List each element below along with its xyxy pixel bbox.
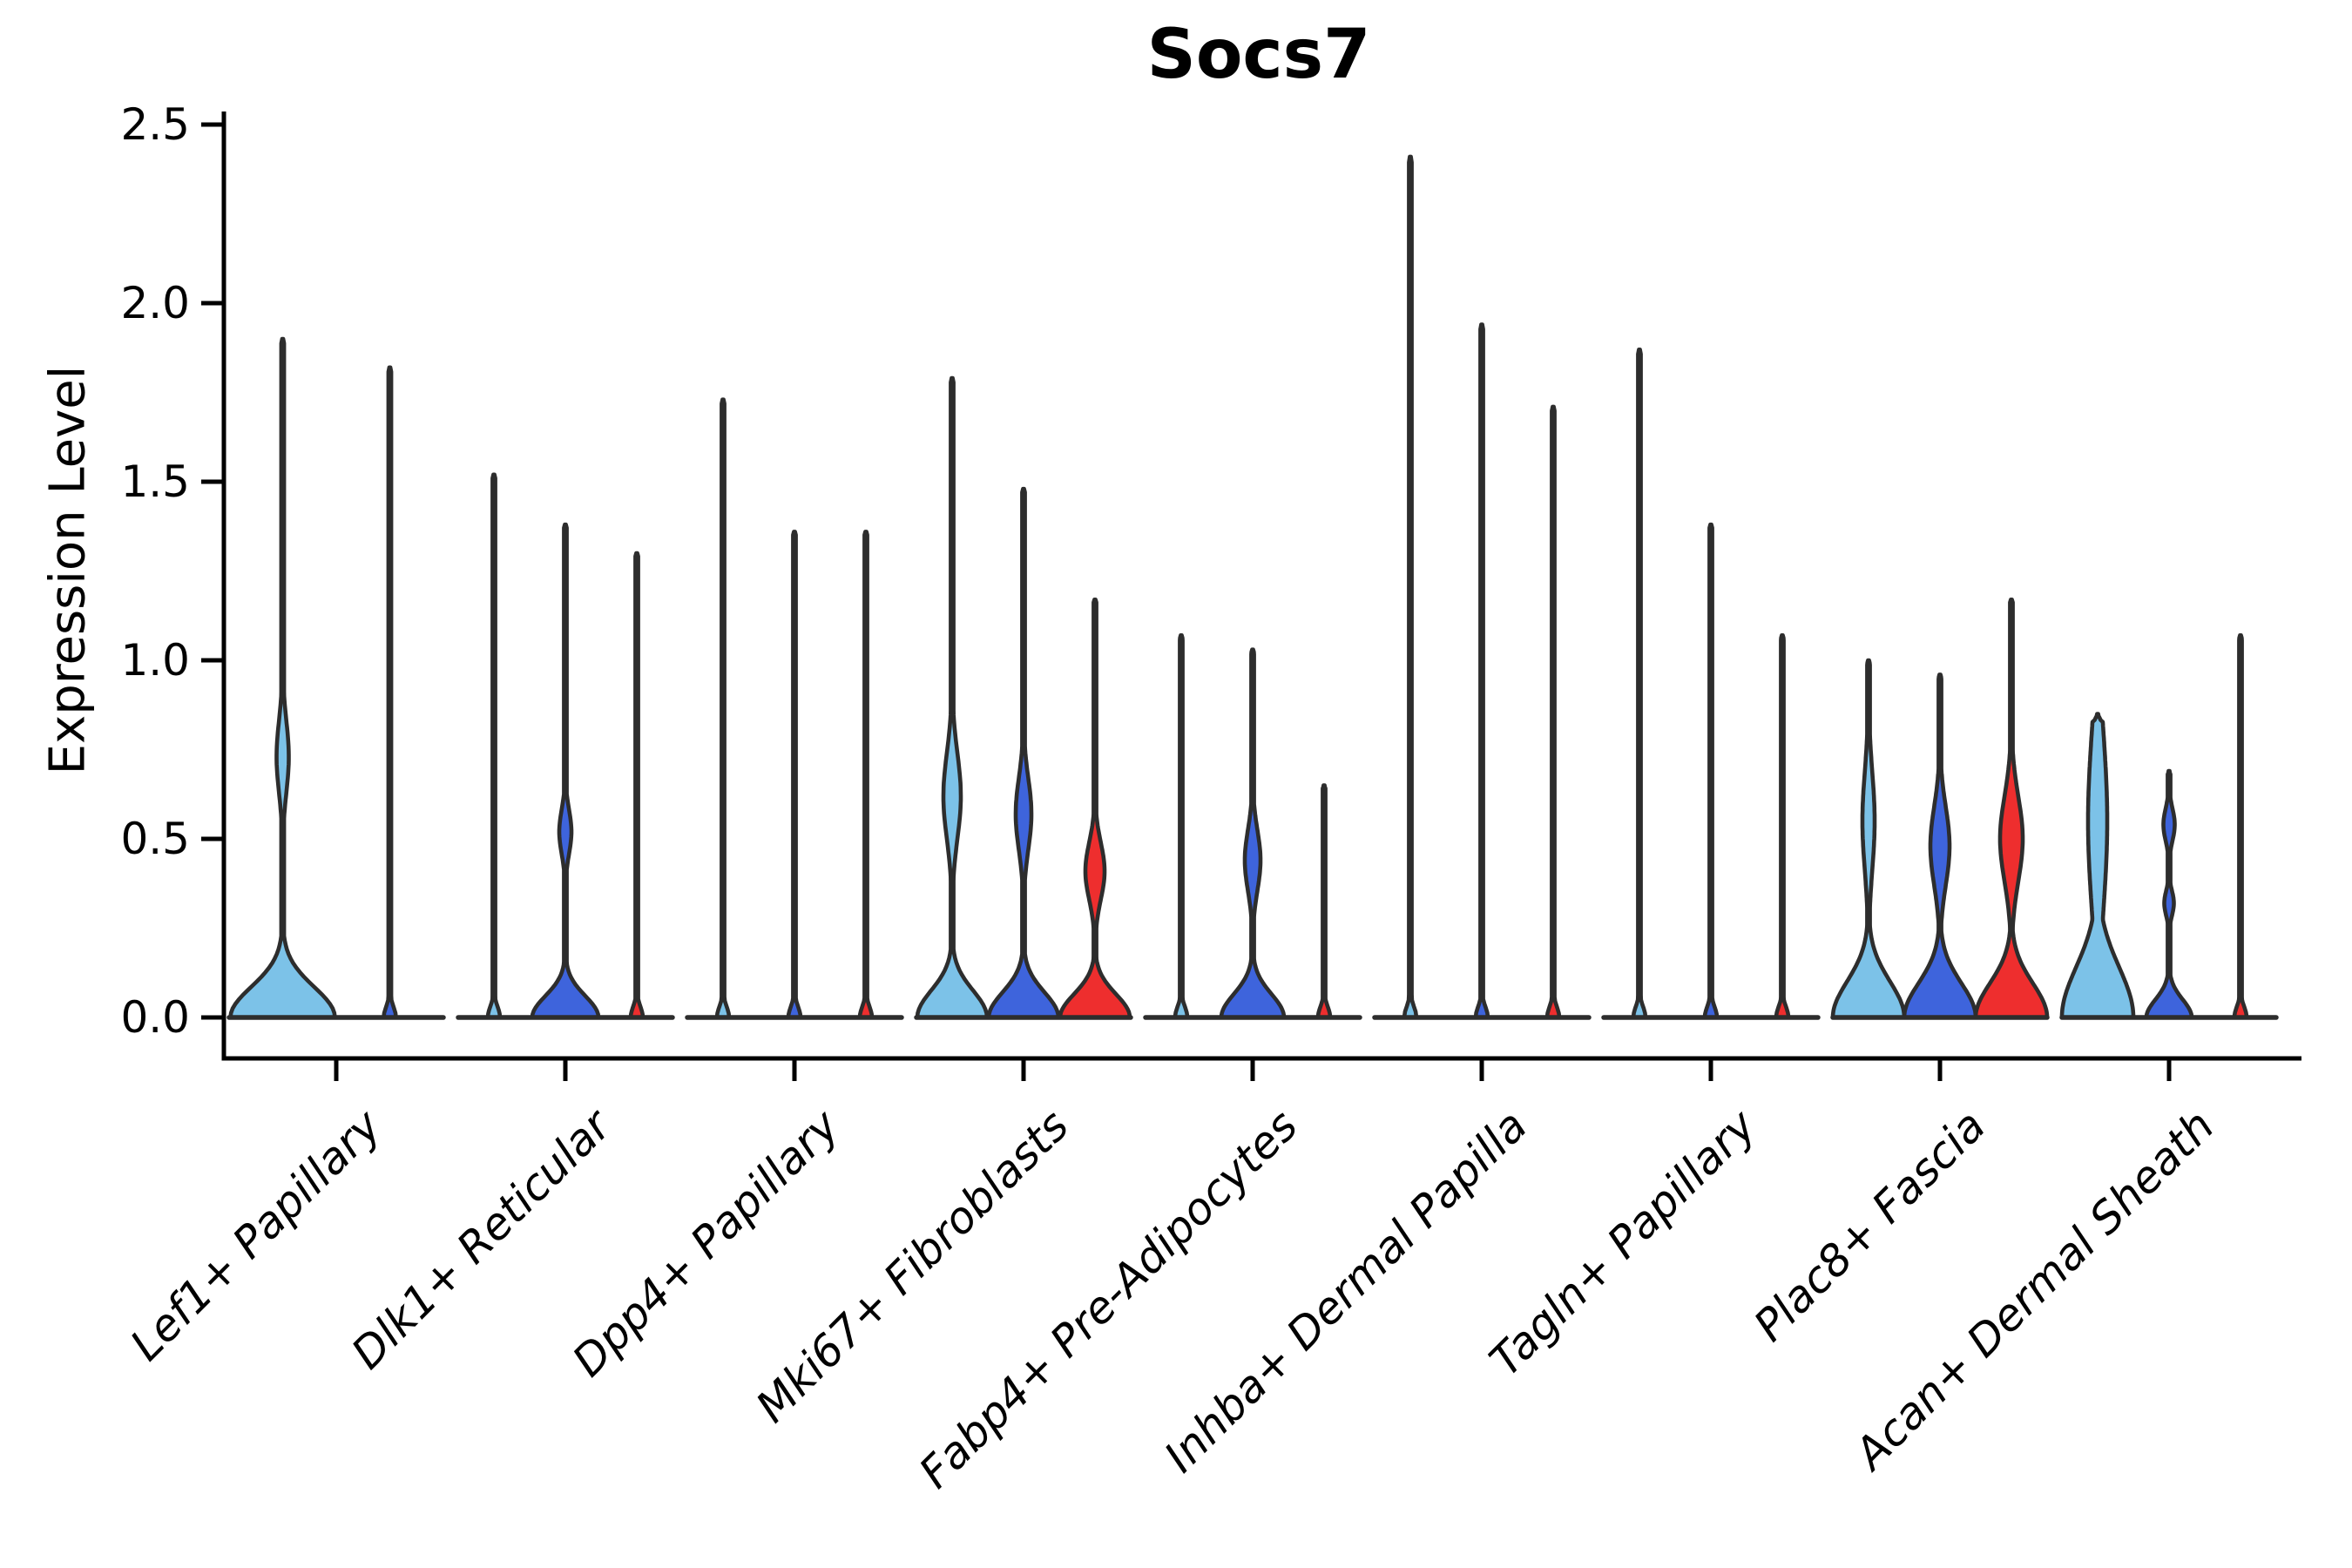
y-tick-label: 2.0	[120, 278, 190, 328]
violin	[628, 551, 645, 1020]
violin	[2144, 768, 2194, 1020]
y-tick-label: 0.0	[120, 992, 190, 1043]
violin	[485, 472, 503, 1020]
violin	[1473, 322, 1490, 1020]
violin	[1774, 633, 1791, 1020]
violin	[530, 522, 601, 1020]
violin	[1315, 783, 1333, 1020]
violin	[915, 375, 990, 1020]
y-tick-label: 0.5	[120, 814, 190, 864]
chart-title: Socs7	[1146, 16, 1371, 94]
violin	[1702, 522, 1720, 1020]
violin	[1973, 598, 2050, 1020]
violin	[986, 486, 1061, 1020]
violin	[1830, 658, 1907, 1020]
violin	[2059, 712, 2136, 1020]
violin	[382, 365, 398, 1020]
y-tick-label: 1.0	[120, 635, 190, 686]
violin	[714, 397, 732, 1020]
violin	[228, 336, 337, 1020]
y-tick-label: 1.5	[120, 456, 190, 507]
y-tick-label: 2.5	[120, 99, 190, 150]
violin	[1402, 154, 1419, 1020]
violin	[857, 530, 875, 1020]
violin	[2232, 633, 2249, 1020]
violin	[1631, 348, 1648, 1020]
violin	[1058, 598, 1132, 1020]
violin	[1173, 633, 1190, 1020]
violin	[1902, 672, 1978, 1020]
violin	[1544, 404, 1562, 1020]
violin	[786, 530, 803, 1020]
violin	[1219, 647, 1287, 1020]
